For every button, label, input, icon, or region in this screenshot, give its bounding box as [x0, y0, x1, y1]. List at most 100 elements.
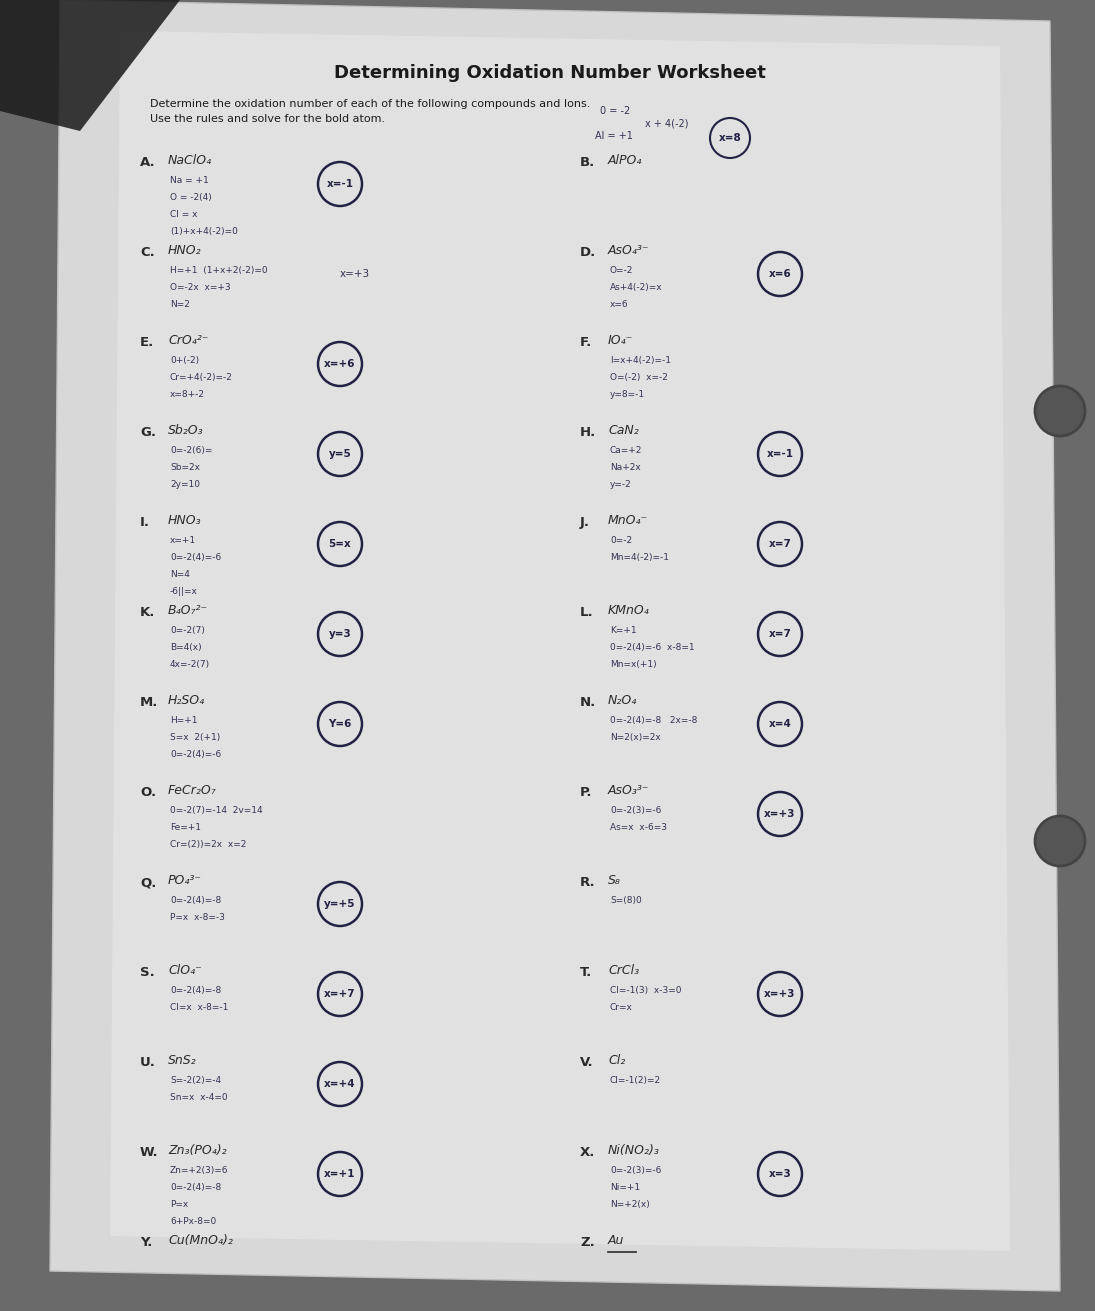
Text: S.: S. [140, 966, 154, 979]
Text: NaClO₄: NaClO₄ [168, 153, 212, 166]
Text: Na+2x: Na+2x [610, 463, 641, 472]
Text: HNO₃: HNO₃ [168, 514, 201, 527]
Text: Sb₂O₃: Sb₂O₃ [168, 423, 204, 437]
Text: B.: B. [580, 156, 596, 169]
Text: Cl₂: Cl₂ [608, 1054, 625, 1067]
Text: W.: W. [140, 1146, 159, 1159]
Text: D.: D. [580, 246, 597, 260]
Text: x=6: x=6 [769, 269, 792, 279]
Text: O.: O. [140, 787, 157, 798]
Polygon shape [50, 0, 1060, 1291]
Text: x=8+-2: x=8+-2 [170, 389, 205, 399]
Text: Sb=2x: Sb=2x [170, 463, 200, 472]
Text: T.: T. [580, 966, 592, 979]
Text: y=5: y=5 [328, 448, 351, 459]
Text: y=+5: y=+5 [324, 899, 356, 909]
Text: H₂SO₄: H₂SO₄ [168, 694, 205, 707]
Text: x=3: x=3 [769, 1169, 792, 1179]
Text: Ca=+2: Ca=+2 [610, 446, 643, 455]
Text: Mn=4(-2)=-1: Mn=4(-2)=-1 [610, 553, 669, 562]
Text: I.: I. [140, 517, 150, 530]
Text: x=-1: x=-1 [326, 180, 354, 189]
Text: 0=-2(3)=-6: 0=-2(3)=-6 [610, 1165, 661, 1175]
Text: 0=-2(7)=-14  2v=14: 0=-2(7)=-14 2v=14 [170, 806, 263, 815]
Text: ClO₄⁻: ClO₄⁻ [168, 964, 201, 977]
Text: x=+3: x=+3 [764, 988, 796, 999]
Text: Fe=+1: Fe=+1 [170, 823, 201, 832]
Text: 0=-2(4)=-8: 0=-2(4)=-8 [170, 986, 221, 995]
Text: Mn=x(+1): Mn=x(+1) [610, 659, 657, 669]
Text: 4x=-2(7): 4x=-2(7) [170, 659, 210, 669]
Text: CrCl₃: CrCl₃ [608, 964, 639, 977]
Text: 5=x: 5=x [328, 539, 351, 549]
Text: CaN₂: CaN₂ [608, 423, 638, 437]
Text: 0=-2(6)=: 0=-2(6)= [170, 446, 212, 455]
Text: x=4: x=4 [769, 718, 792, 729]
Text: Cl=-1(3)  x-3=0: Cl=-1(3) x-3=0 [610, 986, 681, 995]
Text: N=+2(x): N=+2(x) [610, 1200, 649, 1209]
Text: H.: H. [580, 426, 597, 439]
Text: Y.: Y. [140, 1236, 152, 1249]
Text: PO₄³⁻: PO₄³⁻ [168, 874, 201, 888]
Text: As=x  x-6=3: As=x x-6=3 [610, 823, 667, 832]
Text: G.: G. [140, 426, 155, 439]
Text: x=8: x=8 [718, 132, 741, 143]
Text: P.: P. [580, 787, 592, 798]
Text: 0=-2(4)=-8: 0=-2(4)=-8 [170, 1183, 221, 1192]
Text: P=x  x-8=-3: P=x x-8=-3 [170, 912, 224, 922]
Text: 0=-2(7): 0=-2(7) [170, 625, 205, 635]
Circle shape [1035, 385, 1085, 437]
Text: N=4: N=4 [170, 570, 189, 579]
Text: R.: R. [580, 876, 596, 889]
Text: y=8=-1: y=8=-1 [610, 389, 645, 399]
Text: Cl = x: Cl = x [170, 210, 197, 219]
Text: CrO₄²⁻: CrO₄²⁻ [168, 334, 208, 347]
Text: A.: A. [140, 156, 155, 169]
Text: Zn₃(PO₄)₂: Zn₃(PO₄)₂ [168, 1145, 227, 1158]
Text: 0=-2(3)=-6: 0=-2(3)=-6 [610, 806, 661, 815]
Text: X.: X. [580, 1146, 596, 1159]
Text: Au: Au [608, 1234, 624, 1247]
Text: O=-2: O=-2 [610, 266, 633, 275]
Text: y=3: y=3 [328, 629, 351, 638]
Text: K.: K. [140, 606, 155, 619]
Text: Cl=x  x-8=-1: Cl=x x-8=-1 [170, 1003, 229, 1012]
Polygon shape [0, 0, 180, 131]
Text: AlPO₄: AlPO₄ [608, 153, 643, 166]
Text: 0+(-2): 0+(-2) [170, 357, 199, 364]
Text: Al = +1: Al = +1 [595, 131, 633, 142]
Text: S₈: S₈ [608, 874, 621, 888]
Text: 0=-2(4)=-8: 0=-2(4)=-8 [170, 895, 221, 905]
Text: S=x  2(+1): S=x 2(+1) [170, 733, 220, 742]
Text: x=6: x=6 [610, 300, 629, 309]
Text: x=+1: x=+1 [170, 536, 196, 545]
Text: Zn=+2(3)=6: Zn=+2(3)=6 [170, 1165, 229, 1175]
Text: P=x: P=x [170, 1200, 188, 1209]
Text: Cl=-1(2)=2: Cl=-1(2)=2 [610, 1076, 661, 1086]
Text: x=-1: x=-1 [766, 448, 794, 459]
Text: x=+3: x=+3 [341, 269, 370, 279]
Text: Z.: Z. [580, 1236, 595, 1249]
Text: Cr=+4(-2)=-2: Cr=+4(-2)=-2 [170, 374, 233, 382]
Text: O=-2x  x=+3: O=-2x x=+3 [170, 283, 231, 292]
Text: K=+1: K=+1 [610, 625, 636, 635]
Text: H=+1: H=+1 [170, 716, 197, 725]
Text: Cr=x: Cr=x [610, 1003, 633, 1012]
Text: 0=-2(4)=-8   2x=-8: 0=-2(4)=-8 2x=-8 [610, 716, 698, 725]
Text: x=+1: x=+1 [324, 1169, 356, 1179]
Text: N₂O₄: N₂O₄ [608, 694, 637, 707]
Text: F.: F. [580, 336, 592, 349]
Text: As+4(-2)=x: As+4(-2)=x [610, 283, 662, 292]
Circle shape [1035, 815, 1085, 867]
Text: IO₄⁻: IO₄⁻ [608, 334, 633, 347]
Text: 0=-2(4)=-6: 0=-2(4)=-6 [170, 750, 221, 759]
Text: x=+6: x=+6 [324, 359, 356, 368]
Text: x=+3: x=+3 [764, 809, 796, 819]
Text: x=+4: x=+4 [324, 1079, 356, 1089]
Text: J.: J. [580, 517, 590, 530]
Text: AsO₃³⁻: AsO₃³⁻ [608, 784, 649, 797]
Text: V.: V. [580, 1055, 593, 1068]
Text: H=+1  (1+x+2(-2)=0: H=+1 (1+x+2(-2)=0 [170, 266, 267, 275]
Text: (1)+x+4(-2)=0: (1)+x+4(-2)=0 [170, 227, 238, 236]
Text: N=2: N=2 [170, 300, 189, 309]
